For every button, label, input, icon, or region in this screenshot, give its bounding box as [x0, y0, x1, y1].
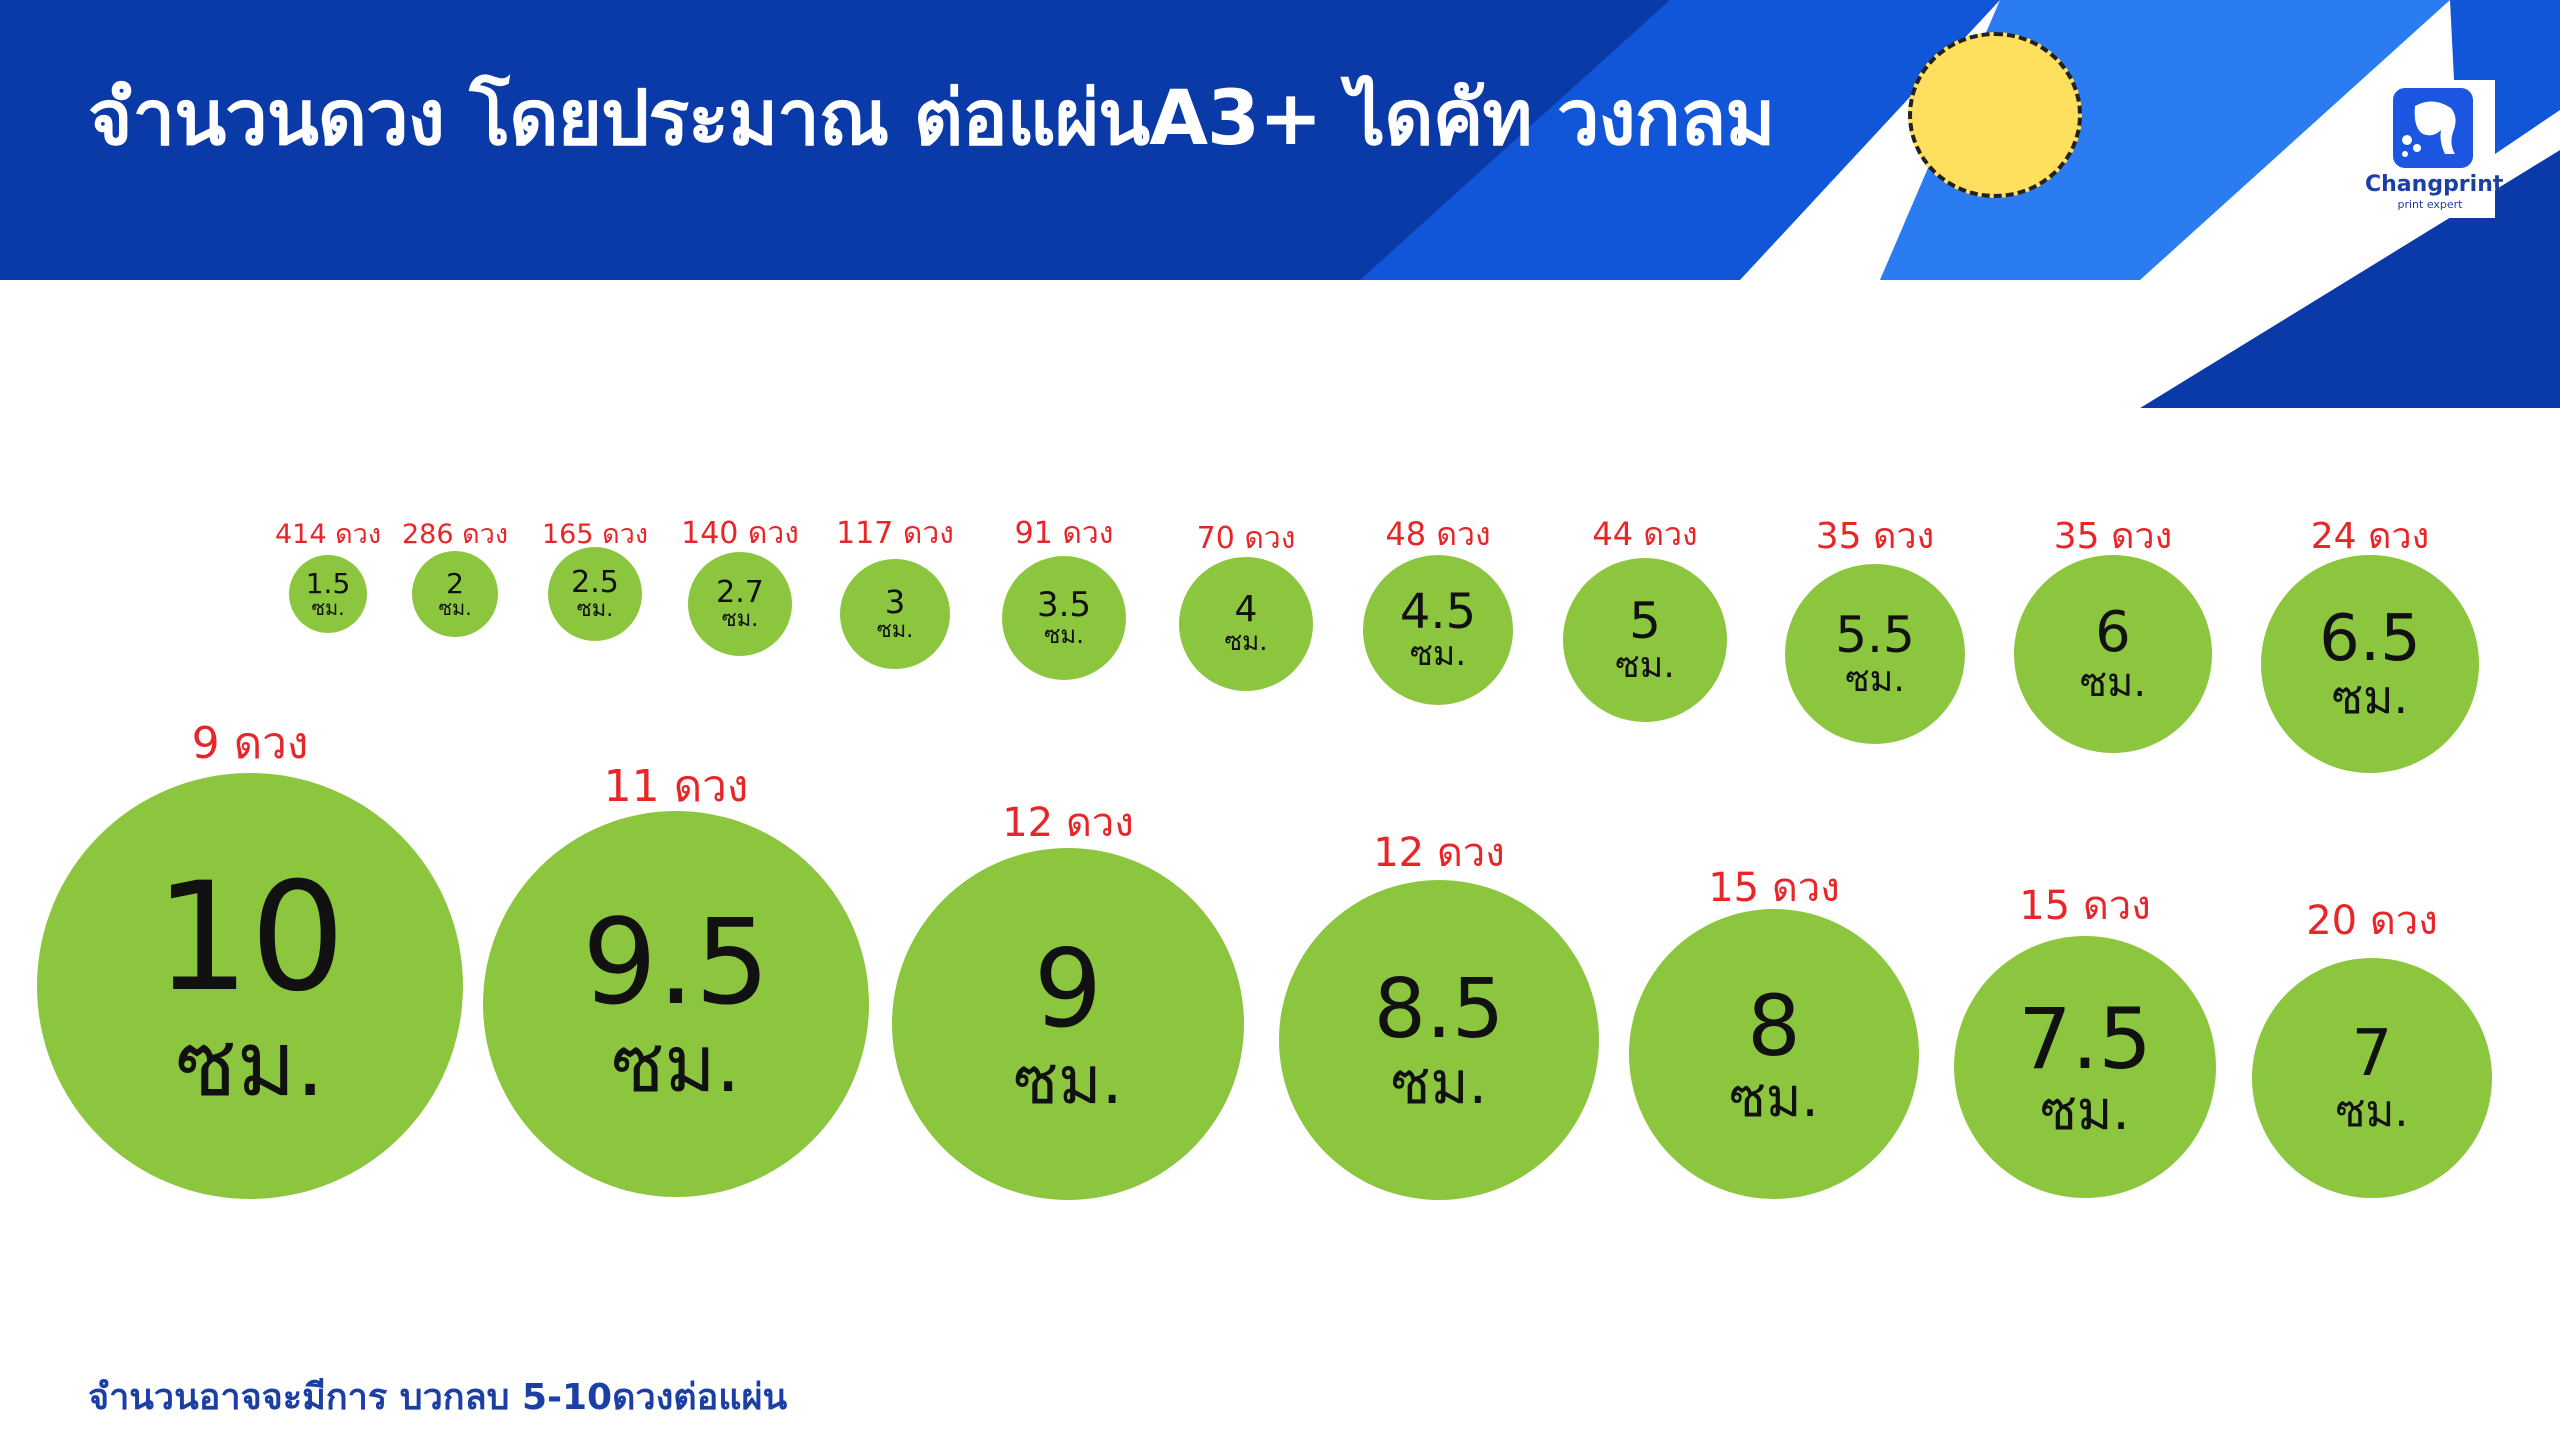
- circle-size-label: 4: [1234, 589, 1258, 631]
- sticker-circle: 3 ซม.: [840, 559, 950, 669]
- sticker-count-label: 48 ดวง: [1385, 515, 1491, 553]
- sticker-circle: 3.5 ซม.: [1002, 556, 1126, 680]
- circle-size-label: 2.5: [571, 564, 619, 600]
- sticker-count-label: 35 ดวง: [2053, 516, 2173, 557]
- sticker-circle: 6 ซม.: [2014, 555, 2212, 753]
- circle-size-label: 4.5: [1399, 583, 1477, 640]
- sticker-circle: 7.5 ซม.: [1954, 936, 2216, 1198]
- circle-size-label: 5: [1629, 591, 1661, 650]
- circle-unit-label: ซม.: [1224, 627, 1268, 658]
- circle-unit-label: ซม.: [1044, 621, 1084, 650]
- sticker-circle: 5 ซม.: [1563, 558, 1727, 722]
- elephant-icon: [2393, 88, 2473, 168]
- circle-size-label: 6: [2095, 599, 2131, 665]
- sticker-circle: 2.5 ซม.: [548, 547, 642, 641]
- circle-unit-label: ซม.: [1013, 1042, 1123, 1120]
- sticker-circle: 8 ซม.: [1629, 909, 1919, 1199]
- sticker-circle: 6.5 ซม.: [2261, 555, 2479, 773]
- footnote: จำนวนอาจจะมีการ บวกลบ 5-10ดวงต่อแผ่น: [88, 1377, 788, 1418]
- sticker-count-label: 15 ดวง: [1708, 865, 1840, 911]
- sticker-count-label: 91 ดวง: [1014, 516, 1114, 551]
- circle-unit-label: ซม.: [876, 618, 914, 644]
- circle-unit-label: ซม.: [721, 607, 759, 633]
- sticker-circle: 2 ซม.: [412, 551, 498, 637]
- logo-tagline: print expert: [2397, 198, 2463, 211]
- sticker-count-label: 11 ดวง: [603, 761, 749, 812]
- circle-unit-label: ซม.: [1845, 659, 1905, 701]
- sticker-circle: 9.5 ซม.: [483, 811, 869, 1197]
- sticker-count-label: 117 ดวง: [836, 516, 954, 551]
- circle-unit-label: ซม.: [2079, 660, 2147, 707]
- sticker-count-label: 70 ดวง: [1196, 521, 1296, 556]
- circle-size-label: 1.5: [305, 566, 351, 600]
- circle-size-label: 2: [446, 566, 464, 600]
- circle-size-label: 9: [1033, 926, 1103, 1052]
- sticker-circle: 7 ซม.: [2252, 958, 2492, 1198]
- circle-unit-label: ซม.: [1615, 645, 1675, 687]
- circle-unit-label: ซม.: [2331, 670, 2409, 725]
- sticker-circle: 4.5 ซม.: [1363, 555, 1513, 705]
- sticker-circle: 4 ซม.: [1179, 557, 1313, 691]
- circle-unit-label: ซม.: [311, 596, 345, 621]
- changprint-logo: Changprint print expert: [2365, 80, 2504, 218]
- circle-unit-label: ซม.: [2335, 1085, 2409, 1137]
- circle-size-label: 3.5: [1036, 584, 1092, 625]
- circle-size-label: 8.5: [1373, 961, 1505, 1057]
- circle-size-label: 8: [1747, 976, 1801, 1075]
- circle-size-label: 2.7: [716, 574, 764, 610]
- sticker-count-label: 20 ดวง: [2306, 898, 2438, 944]
- sticker-circle: 2.7 ซม.: [688, 552, 792, 656]
- sticker-circle: 1.5 ซม.: [289, 555, 367, 633]
- sticker-circle: 8.5 ซม.: [1279, 880, 1599, 1200]
- logo-name: Changprint: [2365, 172, 2504, 197]
- circle-unit-label: ซม.: [438, 596, 472, 621]
- sticker-count-label: 414 ดวง: [275, 518, 381, 550]
- circle-size-label: 6.5: [2319, 602, 2421, 677]
- sticker-circle: 5.5 ซม.: [1785, 564, 1965, 744]
- circle-unit-label: ซม.: [611, 1020, 741, 1110]
- sticker-circle: 9 ซม.: [892, 848, 1244, 1200]
- circle-unit-label: ซม.: [1729, 1065, 1819, 1129]
- circle-unit-label: ซม.: [175, 1011, 325, 1117]
- sticker-count-label: 12 ดวง: [1002, 800, 1134, 846]
- sticker-count-label: 9 ดวง: [191, 718, 309, 769]
- page-title: จำนวนดวง โดยประมาณ ต่อแผ่นA3+ ไดคัท วงกล…: [88, 73, 1775, 162]
- circle-size-label: 7: [2351, 1017, 2393, 1092]
- circle-size-label: 10: [154, 851, 346, 1025]
- circle-size-label: 9.5: [582, 893, 770, 1032]
- sticker-count-label: 286 ดวง: [402, 518, 508, 550]
- sticker-count-label: 12 ดวง: [1373, 830, 1505, 876]
- sticker-count-label: 44 ดวง: [1592, 515, 1698, 553]
- circle-unit-label: ซม.: [2040, 1078, 2130, 1142]
- circle-unit-label: ซม.: [1390, 1048, 1488, 1117]
- round-sticker-illustration: [1908, 32, 2082, 198]
- circle-unit-label: ซม.: [1409, 634, 1467, 675]
- sticker-circle: 10 ซม.: [37, 773, 463, 1199]
- sticker-count-label: 165 ดวง: [542, 518, 648, 550]
- sticker-count-label: 24 ดวง: [2310, 516, 2430, 557]
- circle-size-label: 3: [884, 582, 906, 621]
- circle-size-label: 5.5: [1835, 605, 1915, 664]
- sticker-count-label: 15 ดวง: [2019, 883, 2151, 929]
- circle-size-label: 7.5: [2018, 989, 2152, 1088]
- circle-unit-label: ซม.: [576, 597, 614, 623]
- sticker-count-label: 140 ดวง: [681, 516, 799, 551]
- sticker-count-label: 35 ดวง: [1815, 516, 1935, 557]
